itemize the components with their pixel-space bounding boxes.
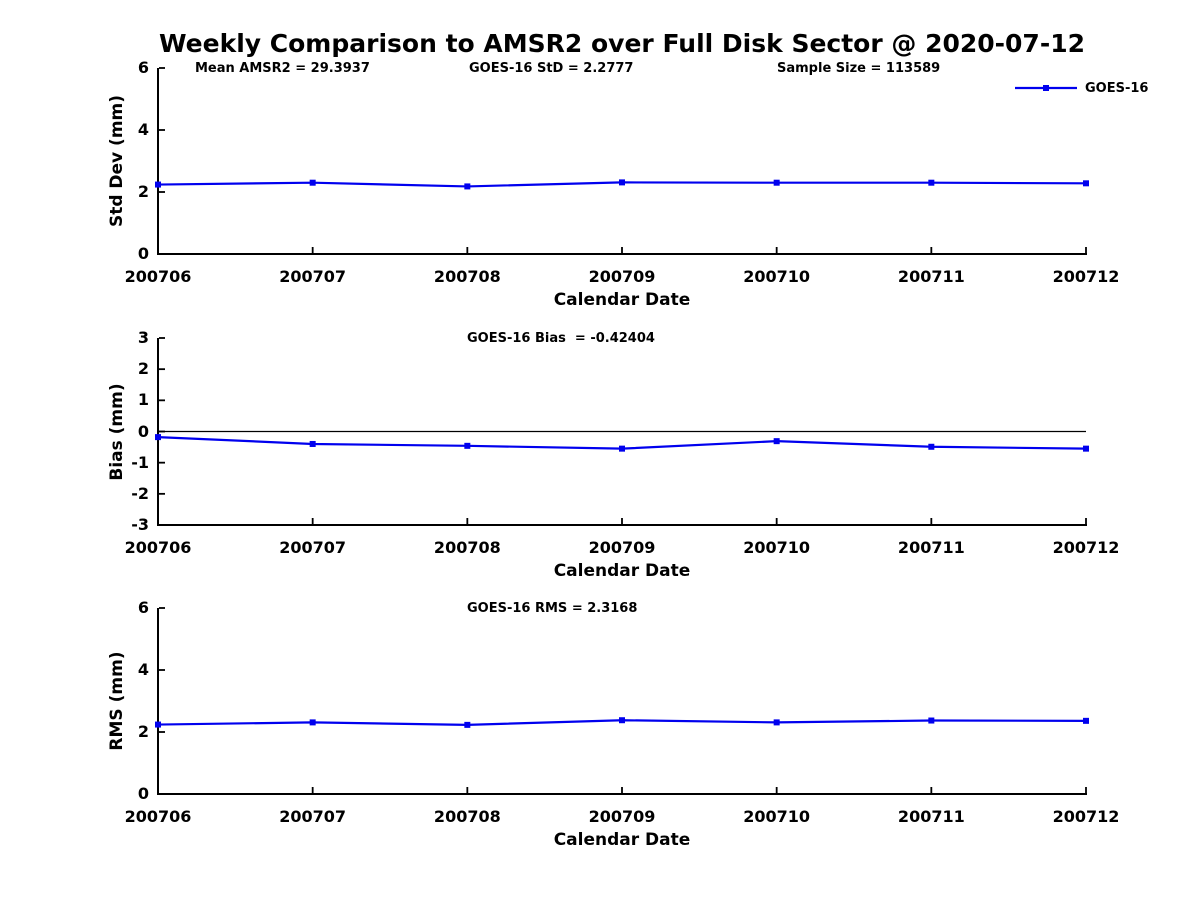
y-tick-label-std-dev: 2 (137, 182, 149, 201)
y-tick-label-bias: -1 (131, 452, 149, 472)
y-tick-label-rms: 2 (137, 722, 149, 741)
legend: GOES-16 (1012, 80, 1148, 96)
legend-line-marker-icon (1015, 85, 1077, 91)
data-point-bias (464, 442, 471, 449)
y-tick-label-bias: -3 (131, 515, 149, 534)
data-point-rms (464, 721, 471, 728)
data-point-rms (619, 717, 625, 724)
data-point-rms (155, 721, 161, 728)
y-tick-label-bias: 0 (137, 421, 149, 441)
data-point-bias (309, 440, 316, 447)
y-tick-label-bias: 3 (137, 328, 149, 347)
y-tick-label-std-dev: 6 (137, 58, 149, 77)
data-point-bias (1083, 445, 1089, 452)
y-axis-label-bias: Bias (mm) (107, 382, 127, 481)
data-point-rms (928, 717, 935, 724)
figure-title: Weekly Comparison to AMSR2 over Full Dis… (158, 29, 1085, 58)
data-point-rms (1083, 717, 1089, 724)
x-tick-label-std-dev: 200709 (588, 267, 656, 286)
data-point-bias (928, 443, 935, 450)
y-tick-label-std-dev: 4 (137, 120, 149, 139)
y-tick-label-bias: -2 (131, 483, 149, 503)
x-tick-label-rms: 200707 (279, 807, 347, 826)
x-tick-label-bias: 200706 (124, 538, 192, 557)
annotation-std-dev-1: GOES-16 StD = 2.2777 (469, 61, 634, 76)
y-axis-label-rms: RMS (mm) (107, 651, 127, 751)
data-point-bias (619, 445, 625, 452)
x-tick-label-std-dev: 200707 (279, 267, 347, 286)
y-tick-label-rms: 4 (137, 660, 149, 679)
x-tick-label-std-dev: 200711 (897, 267, 965, 286)
x-tick-label-rms: 200711 (897, 807, 965, 826)
x-axis-label-std-dev: Calendar Date (553, 290, 691, 310)
x-tick-label-rms: 200710 (743, 807, 811, 826)
data-point-std-dev (464, 183, 471, 190)
x-tick-label-std-dev: 200712 (1052, 267, 1120, 286)
x-tick-label-rms: 200706 (124, 807, 192, 826)
legend-label: GOES-16 (1085, 80, 1149, 96)
x-axis-label-bias: Calendar Date (553, 561, 691, 581)
data-point-bias (155, 434, 161, 441)
annotation-rms-0: GOES-16 RMS = 2.3168 (467, 601, 638, 616)
data-point-std-dev (1083, 180, 1089, 187)
y-tick-label-bias: 1 (137, 390, 149, 410)
x-tick-label-std-dev: 200710 (743, 267, 811, 286)
x-tick-label-rms: 200712 (1052, 807, 1120, 826)
x-tick-label-std-dev: 200706 (124, 267, 192, 286)
x-tick-label-std-dev: 200708 (433, 267, 501, 286)
y-tick-label-bias: 2 (137, 359, 149, 379)
x-tick-label-bias: 200710 (743, 538, 811, 557)
x-axis-label-rms: Calendar Date (553, 830, 691, 850)
y-axis-label-std-dev: Std Dev (mm) (107, 94, 127, 228)
x-tick-label-bias: 200711 (897, 538, 965, 557)
x-tick-label-bias: 200707 (279, 538, 347, 557)
data-point-rms (773, 719, 780, 726)
x-tick-label-bias: 200708 (433, 538, 501, 557)
y-tick-label-rms: 6 (137, 598, 149, 617)
data-point-std-dev (155, 181, 161, 188)
x-tick-label-bias: 200712 (1052, 538, 1120, 557)
data-point-rms (309, 719, 316, 726)
y-tick-label-rms: 0 (137, 784, 149, 803)
data-point-std-dev (309, 179, 316, 186)
annotation-std-dev-0: Mean AMSR2 = 29.3937 (195, 61, 370, 76)
data-point-bias (773, 438, 780, 445)
y-tick-label-std-dev: 0 (137, 244, 149, 263)
data-point-std-dev (619, 179, 625, 186)
x-tick-label-rms: 200708 (433, 807, 501, 826)
x-tick-label-rms: 200709 (588, 807, 656, 826)
data-point-std-dev (773, 179, 780, 186)
annotation-std-dev-2: Sample Size = 113589 (777, 61, 941, 76)
annotation-bias-0: GOES-16 Bias = -0.42404 (467, 331, 655, 346)
data-point-std-dev (928, 179, 935, 186)
x-tick-label-bias: 200709 (588, 538, 656, 557)
